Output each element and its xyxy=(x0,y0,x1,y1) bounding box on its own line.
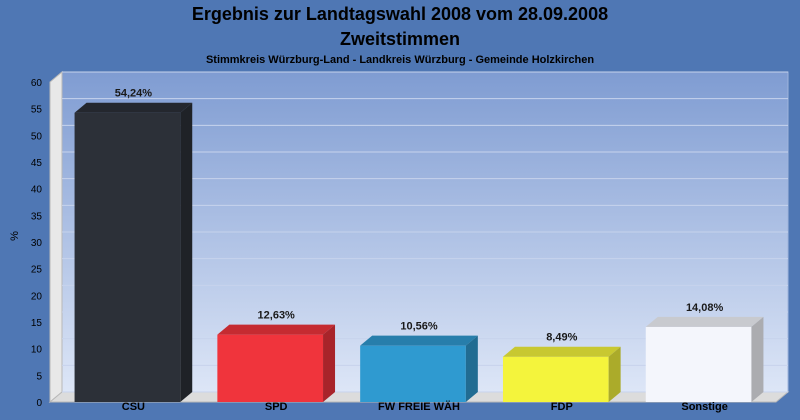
bar-fw-freie-w-h xyxy=(360,335,478,402)
bar-sonstige xyxy=(645,316,764,402)
bar-csu xyxy=(74,102,193,402)
chart-subtitle: Zweitstimmen xyxy=(339,29,461,49)
bar-fdp xyxy=(502,346,621,402)
x-tick-label: Sonstige xyxy=(681,401,727,413)
y-tick-label: 50 xyxy=(31,131,43,142)
bar-value-label: 54,24% xyxy=(115,88,153,100)
y-tick-label: 40 xyxy=(31,185,43,196)
y-tick-label: 60 xyxy=(31,78,43,89)
x-tick-label: CSU xyxy=(122,401,145,413)
y-axis-label: % xyxy=(9,231,21,241)
y-tick-label: 45 xyxy=(31,158,43,169)
chart-title: Ergebnis zur Landtagswahl 2008 vom 28.09… xyxy=(191,4,609,24)
bars: 54,24% 12,63% 10,56% 8,49% 14,08% xyxy=(74,88,764,402)
bar-spd xyxy=(217,324,336,402)
x-tick-label: SPD xyxy=(265,401,288,413)
bar-value-label: 12,63% xyxy=(258,310,296,322)
y-tick-label: 0 xyxy=(36,398,42,409)
bar-value-label: 8,49% xyxy=(546,332,577,344)
y-tick-label: 30 xyxy=(31,238,43,249)
y-axis: 0 5 10 15 20 25 30 35 40 45 50 55 60 xyxy=(31,78,43,409)
y-tick-label: 15 xyxy=(31,318,43,329)
y-tick-label: 25 xyxy=(31,265,43,276)
bar-value-label: 10,56% xyxy=(400,321,438,333)
y-tick-label: 35 xyxy=(31,211,43,222)
chart-caption: Stimmkreis Würzburg-Land - Landkreis Wür… xyxy=(205,54,595,66)
x-axis: CSU SPD FW FREIE WÄH FDP Sonstige xyxy=(122,400,728,413)
x-tick-label: FDP xyxy=(551,401,573,413)
y-tick-label: 5 xyxy=(36,371,42,382)
y-tick-label: 55 xyxy=(31,105,43,116)
bar-value-label: 14,08% xyxy=(686,302,724,314)
y-tick-label: 10 xyxy=(31,345,43,356)
y-tick-label: 20 xyxy=(31,291,43,302)
x-tick-label: FW FREIE WÄH xyxy=(378,400,460,413)
